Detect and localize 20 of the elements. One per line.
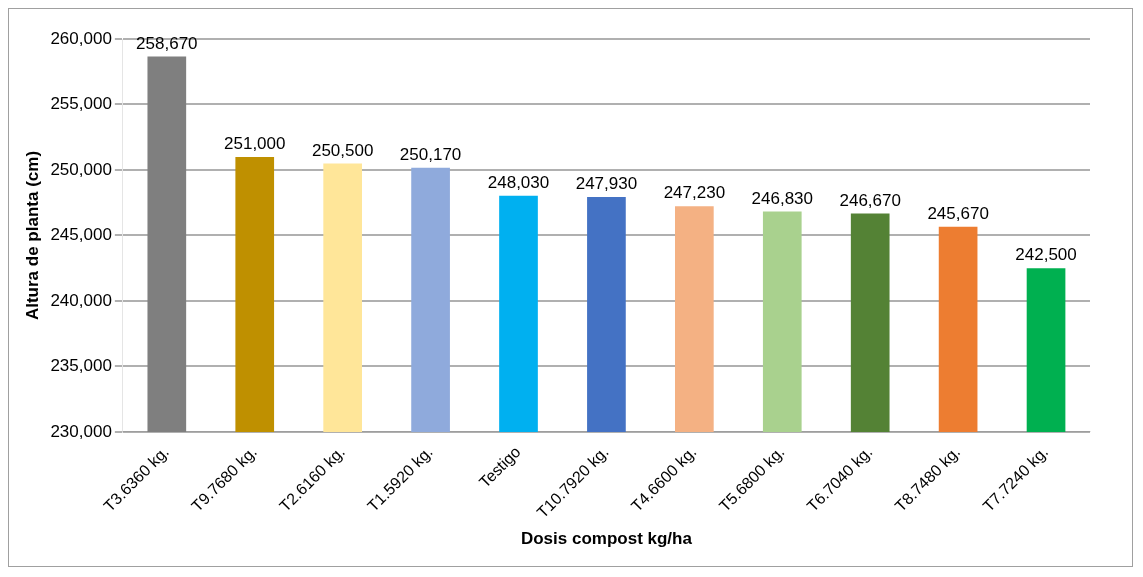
y-tick-label: 245,000 <box>50 225 112 245</box>
y-tick-label: 255,000 <box>50 94 112 114</box>
data-label: 248,030 <box>487 172 550 192</box>
data-label: 242,500 <box>1015 245 1077 265</box>
data-label: 258,670 <box>136 33 198 53</box>
data-label: 246,670 <box>839 190 901 210</box>
data-label: 246,830 <box>751 188 813 208</box>
data-label: 247,230 <box>663 183 726 203</box>
data-label: 251,000 <box>224 134 286 154</box>
y-tick-label: 250,000 <box>50 159 112 179</box>
y-tick-label: 235,000 <box>50 356 112 376</box>
y-tick-label: 240,000 <box>50 290 112 310</box>
y-tick-label: 230,000 <box>50 421 112 441</box>
data-label: 250,500 <box>311 140 374 160</box>
x-axis-title: Dosis compost kg/ha <box>520 529 693 549</box>
data-label: 250,170 <box>399 144 462 164</box>
y-tick-label: 260,000 <box>50 28 112 48</box>
data-label: 245,670 <box>927 203 989 223</box>
y-axis-title: Altura de planta (cm) <box>22 150 42 321</box>
data-label: 247,930 <box>575 174 638 194</box>
